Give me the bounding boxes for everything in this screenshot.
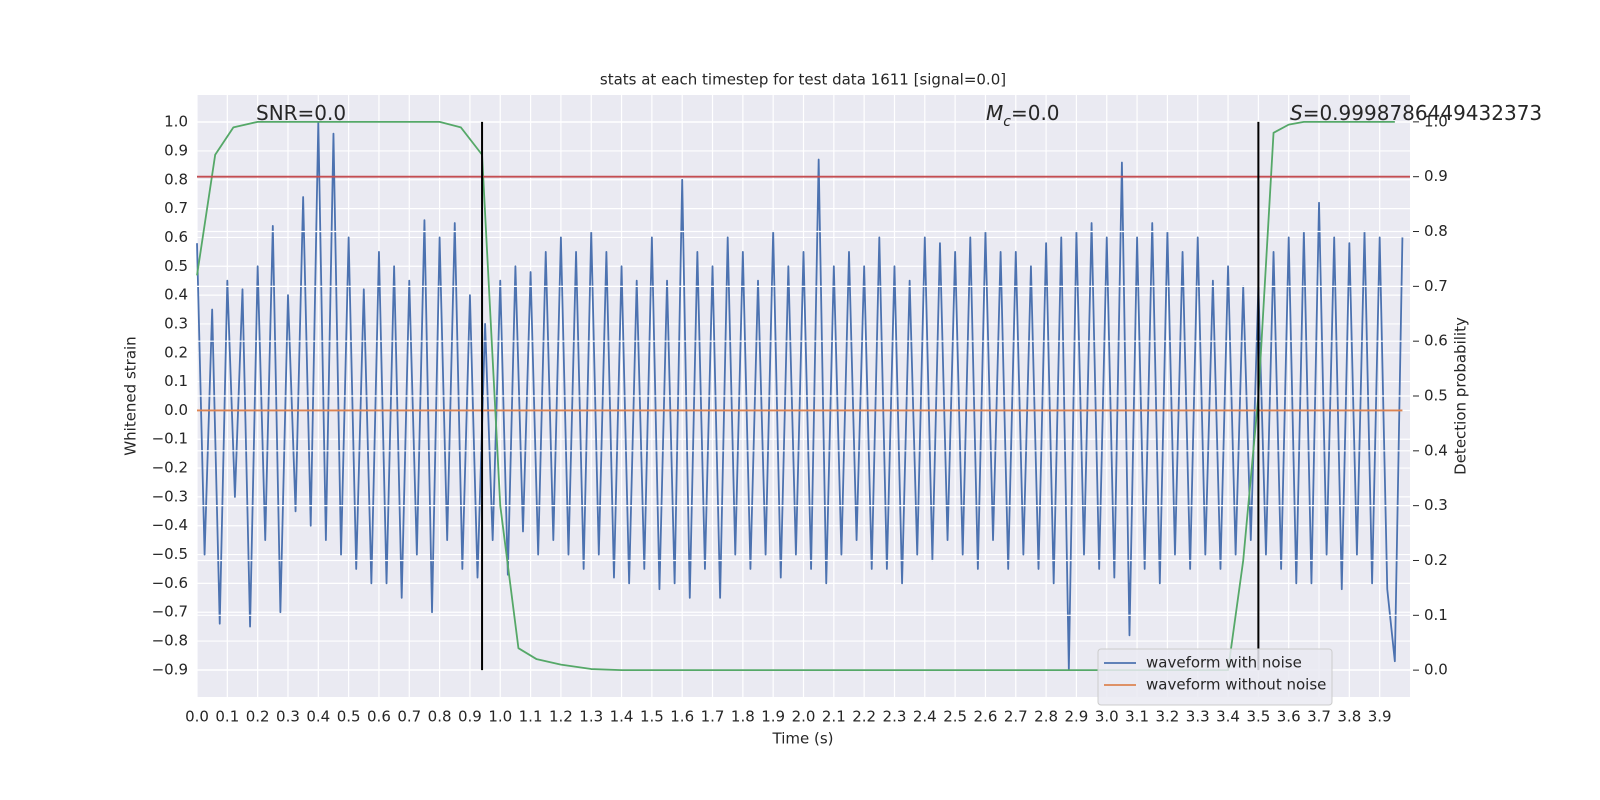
x-tick-label: 2.4 [913, 708, 937, 726]
y-tick-label: −0.4 [152, 516, 188, 534]
y2-tick-label: 1.0 [1424, 112, 1448, 130]
annotation-part: c [1003, 114, 1011, 130]
y2-tick-label: 0.4 [1424, 441, 1448, 459]
x-tick-label: 2.2 [852, 708, 876, 726]
x-tick-label: 2.1 [822, 708, 846, 726]
labels: stats at each timestep for test data 161… [122, 71, 1543, 748]
y2-axis-label: Detection probability [1452, 317, 1470, 475]
y-tick-label: 0.3 [164, 314, 188, 332]
x-tick-label: 2.3 [883, 708, 907, 726]
y-tick-label: −0.3 [152, 487, 188, 505]
x-tick-label: 1.8 [731, 708, 755, 726]
x-tick-label: 2.0 [792, 708, 816, 726]
x-tick-label: 3.2 [1155, 708, 1179, 726]
annotation-part: SNR=0.0 [256, 101, 346, 125]
y-tick-label: 0.1 [164, 372, 188, 390]
x-tick-label: 1.5 [640, 708, 664, 726]
x-tick-label: 1.4 [610, 708, 634, 726]
annotation: Mc=0.0 [986, 101, 1060, 131]
x-tick-label: 3.5 [1246, 708, 1270, 726]
x-axis-label: Time (s) [772, 730, 834, 748]
y-tick-label: 0.0 [164, 401, 188, 419]
y-tick-label: 0.2 [164, 343, 188, 361]
x-tick-label: 2.7 [1004, 708, 1028, 726]
x-tick-label: 0.8 [428, 708, 452, 726]
y-tick-label: 1.0 [164, 113, 188, 131]
annotation-part: =0.0 [1011, 101, 1060, 125]
x-tick-label: 0.6 [367, 708, 391, 726]
x-tick-label: 1.7 [701, 708, 725, 726]
legend: waveform with noise waveform without nois… [1097, 648, 1333, 706]
x-tick-label: 0.3 [276, 708, 300, 726]
legend-box [1097, 648, 1333, 706]
secondary-axes [196, 120, 1410, 672]
y-tick-label: 0.6 [164, 228, 188, 246]
x-tick-label: 0.0 [185, 708, 209, 726]
y2-tick-label: 0.8 [1424, 222, 1448, 240]
x-tick-label: 1.1 [519, 708, 543, 726]
x-tick-label: 1.3 [579, 708, 603, 726]
y2-tick-label: 0.0 [1424, 661, 1448, 679]
y2-tick-label: 0.9 [1424, 167, 1448, 185]
annotation-part: M [986, 101, 1003, 125]
legend-label: waveform without noise [1146, 676, 1326, 694]
y-tick-label: −0.2 [152, 459, 188, 477]
y2-tick-label: 0.7 [1424, 277, 1448, 295]
y2-tick-label: 0.6 [1424, 332, 1448, 350]
x-tick-label: 0.7 [397, 708, 421, 726]
y-tick-label: −0.7 [152, 603, 188, 621]
x-tick-label: 3.3 [1186, 708, 1210, 726]
x-tick-label: 3.0 [1095, 708, 1119, 726]
x-tick-label: 0.9 [458, 708, 482, 726]
annotation: SNR=0.0 [256, 101, 346, 125]
x-tick-label: 3.7 [1307, 708, 1331, 726]
x-tick-label: 2.8 [1034, 708, 1058, 726]
x-tick-label: 2.9 [1064, 708, 1088, 726]
x-tick-label: 3.1 [1125, 708, 1149, 726]
x-tick-label: 1.2 [549, 708, 573, 726]
y-tick-label: −0.1 [152, 430, 188, 448]
y2-tick-label: 0.1 [1424, 606, 1448, 624]
y-tick-label: 0.5 [164, 257, 188, 275]
y-tick-label: 0.4 [164, 286, 188, 304]
x-tick-label: 3.4 [1216, 708, 1240, 726]
x-tick-label: 1.9 [761, 708, 785, 726]
y2-tick-label: 0.2 [1424, 551, 1448, 569]
legend-label: waveform with noise [1146, 654, 1302, 672]
y-axis-label: Whitened strain [122, 336, 140, 455]
x-tick-label: 3.6 [1277, 708, 1301, 726]
annotation-part: =0.9998786449432373 [1303, 101, 1542, 125]
y2-tick-label: 0.3 [1424, 496, 1448, 514]
x-tick-label: 2.6 [974, 708, 998, 726]
x-tick-label: 0.5 [337, 708, 361, 726]
x-tick-label: 3.8 [1337, 708, 1361, 726]
annotation: S=0.9998786449432373 [1290, 101, 1542, 125]
y-tick-label: 0.8 [164, 170, 188, 188]
y-tick-label: 0.9 [164, 141, 188, 159]
x-tick-label: 1.0 [488, 708, 512, 726]
y-tick-label: −0.8 [152, 632, 188, 650]
x-tick-label: 3.9 [1368, 708, 1392, 726]
annotation-part: S [1290, 101, 1303, 125]
x-tick-label: 0.1 [215, 708, 239, 726]
chart-title: stats at each timestep for test data 161… [600, 71, 1006, 89]
y-tick-label: −0.9 [152, 660, 188, 678]
y-tick-label: −0.6 [152, 574, 188, 592]
x-tick-label: 0.2 [246, 708, 270, 726]
y-tick-label: 0.7 [164, 199, 188, 217]
x-tick-label: 1.6 [670, 708, 694, 726]
x-tick-label: 2.5 [943, 708, 967, 726]
x-tick-label: 0.4 [306, 708, 330, 726]
y-tick-label: −0.5 [152, 545, 188, 563]
y2-tick-label: 0.5 [1424, 387, 1448, 405]
